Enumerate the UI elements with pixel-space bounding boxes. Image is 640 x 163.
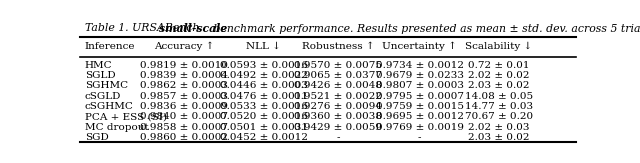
Text: -: - — [336, 133, 340, 142]
Text: 0.9759 ± 0.0015: 0.9759 ± 0.0015 — [376, 102, 464, 111]
Text: 0.9679 ± 0.0233: 0.9679 ± 0.0233 — [376, 71, 464, 80]
Text: SGHMC: SGHMC — [85, 82, 128, 90]
Text: 0.0501 ± 0.0031: 0.0501 ± 0.0031 — [220, 123, 307, 132]
Text: 2.03 ± 0.02: 2.03 ± 0.02 — [468, 133, 530, 142]
Text: SGD: SGD — [85, 133, 109, 142]
Text: 0.9521 ± 0.0022: 0.9521 ± 0.0022 — [294, 92, 382, 101]
Text: 0.0520 ± 0.0016: 0.0520 ± 0.0016 — [220, 112, 307, 121]
Text: 0.9276 ± 0.0094: 0.9276 ± 0.0094 — [294, 102, 382, 111]
Text: 0.0476 ± 0.0011: 0.0476 ± 0.0011 — [220, 92, 307, 101]
Text: 0.9570 ± 0.0075: 0.9570 ± 0.0075 — [294, 61, 382, 70]
Text: 0.9857 ± 0.0003: 0.9857 ± 0.0003 — [140, 92, 228, 101]
Text: NLL ↓: NLL ↓ — [246, 42, 281, 51]
Text: cSGHMC: cSGHMC — [85, 102, 134, 111]
Text: 0.0533 ± 0.0016: 0.0533 ± 0.0016 — [220, 102, 307, 111]
Text: 0.9840 ± 0.0007: 0.9840 ± 0.0007 — [140, 112, 228, 121]
Text: 0.9769 ± 0.0019: 0.9769 ± 0.0019 — [376, 123, 464, 132]
Text: Table 1. URSABench: Table 1. URSABench — [85, 23, 203, 33]
Text: 70.67 ± 0.20: 70.67 ± 0.20 — [465, 112, 533, 121]
Text: 0.9360 ± 0.0038: 0.9360 ± 0.0038 — [294, 112, 382, 121]
Text: Inference: Inference — [85, 42, 136, 51]
Text: 0.9819 ± 0.0010: 0.9819 ± 0.0010 — [140, 61, 228, 70]
Text: 0.9836 ± 0.0009: 0.9836 ± 0.0009 — [140, 102, 228, 111]
Text: 0.72 ± 0.01: 0.72 ± 0.01 — [468, 61, 530, 70]
Text: -: - — [418, 133, 422, 142]
Text: 0.0452 ± 0.0012: 0.0452 ± 0.0012 — [220, 133, 307, 142]
Text: Robustness ↑: Robustness ↑ — [301, 42, 374, 51]
Text: 0.9429 ± 0.0059: 0.9429 ± 0.0059 — [294, 123, 382, 132]
Text: small-scale: small-scale — [159, 23, 227, 34]
Text: 0.0593 ± 0.0016: 0.0593 ± 0.0016 — [220, 61, 307, 70]
Text: 0.9862 ± 0.0003: 0.9862 ± 0.0003 — [140, 82, 228, 90]
Text: cSGLD: cSGLD — [85, 92, 122, 101]
Text: 2.03 ± 0.02: 2.03 ± 0.02 — [468, 82, 530, 90]
Text: 0.0446 ± 0.0003: 0.0446 ± 0.0003 — [220, 82, 307, 90]
Text: SGLD: SGLD — [85, 71, 116, 80]
Text: 0.9695 ± 0.0012: 0.9695 ± 0.0012 — [376, 112, 464, 121]
Text: 2.02 ± 0.02: 2.02 ± 0.02 — [468, 71, 530, 80]
Text: 14.08 ± 0.05: 14.08 ± 0.05 — [465, 92, 533, 101]
Text: Uncertainty ↑: Uncertainty ↑ — [382, 42, 457, 51]
Text: PCA + ESS (SI): PCA + ESS (SI) — [85, 112, 167, 121]
Text: 0.9795 ± 0.0007: 0.9795 ± 0.0007 — [376, 92, 464, 101]
Text: Scalability ↓: Scalability ↓ — [465, 42, 532, 51]
Text: 0.9860 ± 0.0002: 0.9860 ± 0.0002 — [140, 133, 228, 142]
Text: 0.9065 ± 0.0377: 0.9065 ± 0.0377 — [294, 71, 382, 80]
Text: 0.9426 ± 0.0048: 0.9426 ± 0.0048 — [294, 82, 382, 90]
Text: benchmark performance. Results presented as mean ± std. dev. across 5 trials.): benchmark performance. Results presented… — [210, 23, 640, 34]
Text: 0.9839 ± 0.0004: 0.9839 ± 0.0004 — [140, 71, 228, 80]
Text: 0.0492 ± 0.0022: 0.0492 ± 0.0022 — [220, 71, 307, 80]
Text: HMC: HMC — [85, 61, 113, 70]
Text: Accuracy ↑: Accuracy ↑ — [154, 42, 214, 51]
Text: 14.77 ± 0.03: 14.77 ± 0.03 — [465, 102, 533, 111]
Text: 0.9734 ± 0.0012: 0.9734 ± 0.0012 — [376, 61, 464, 70]
Text: MC dropout: MC dropout — [85, 123, 148, 132]
Text: 2.02 ± 0.03: 2.02 ± 0.03 — [468, 123, 530, 132]
Text: 0.9858 ± 0.0007: 0.9858 ± 0.0007 — [140, 123, 228, 132]
Text: 0.9807 ± 0.0003: 0.9807 ± 0.0003 — [376, 82, 464, 90]
